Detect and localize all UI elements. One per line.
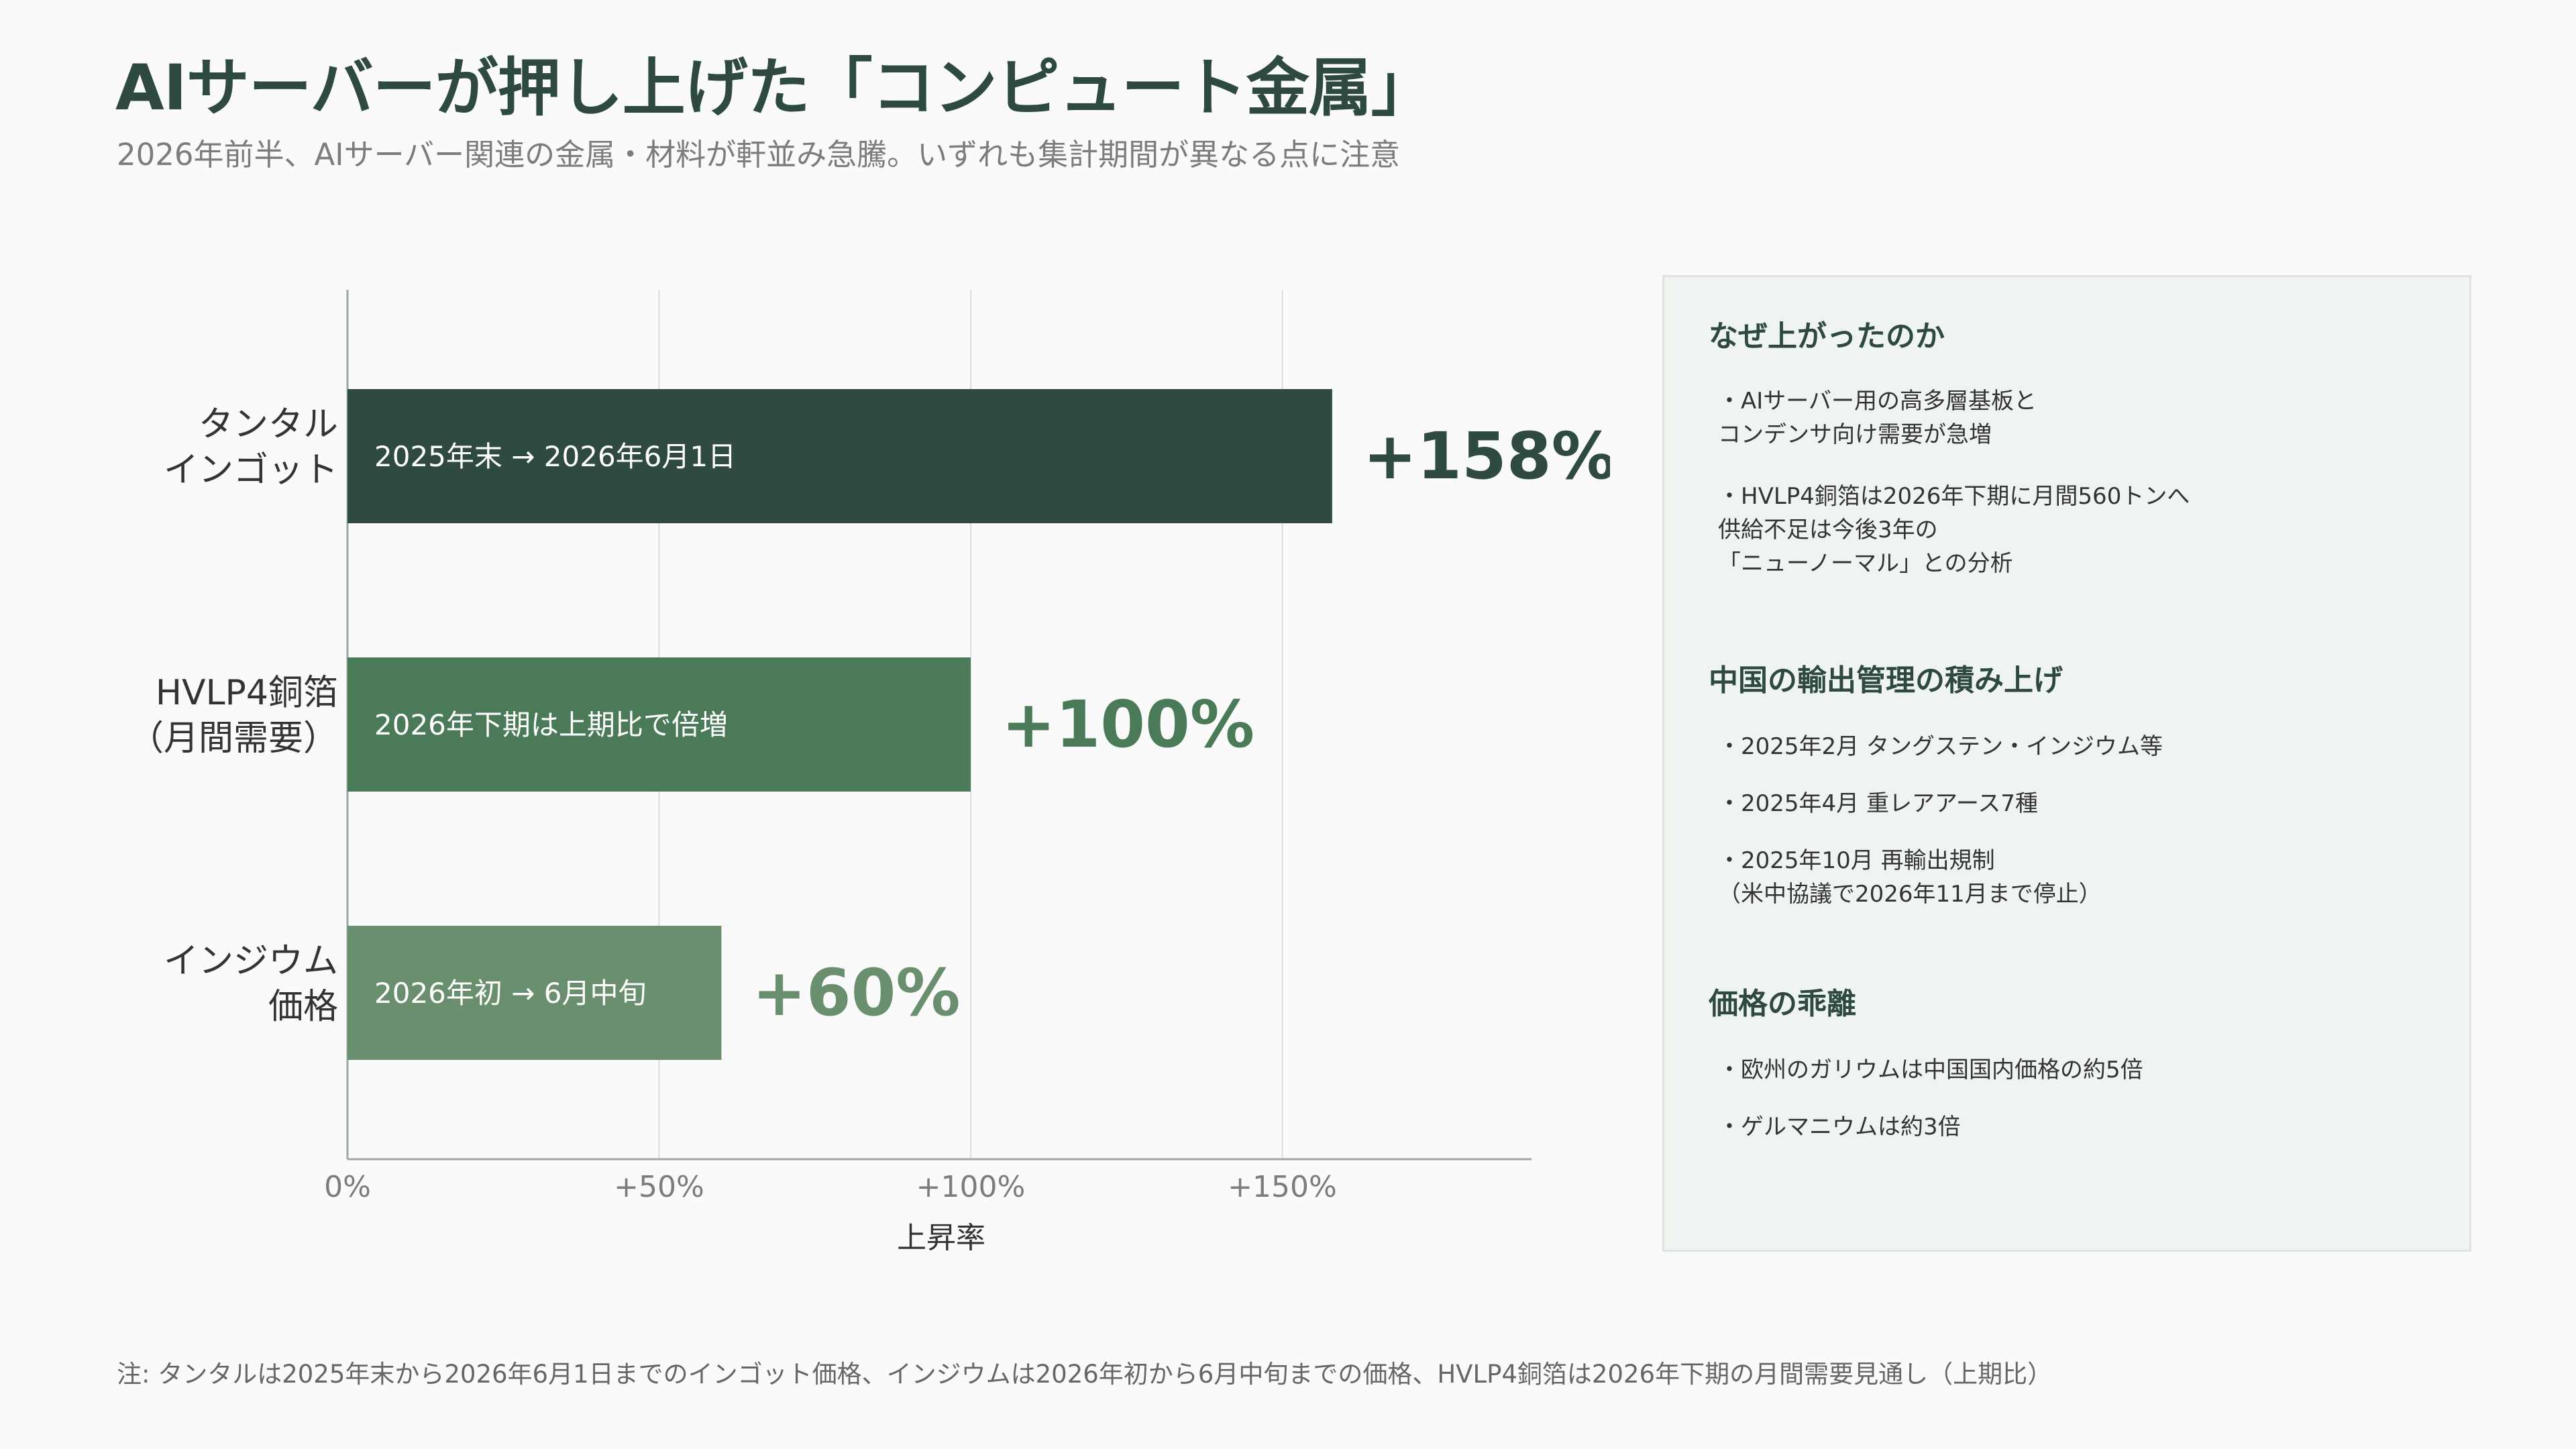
panel-bullet-why-2: ・HVLP4銅箔は2026年下期に月間560トンへ 供給不足は今後3年の 「ニュ… — [1718, 483, 2190, 577]
bar — [347, 926, 722, 1060]
x-tick-label: +100% — [916, 1170, 1026, 1204]
panel-bullet-price-1: ・欧州のガリウムは中国国内価格の約5倍 — [1718, 1057, 2143, 1083]
x-tick-label: +50% — [614, 1170, 704, 1204]
bar-inner-label: 2025年末 → 2026年6月1日 — [374, 440, 736, 473]
category-label: インジウム価格 — [164, 941, 338, 1027]
panel-heading-price: 価格の乖離 — [1709, 987, 1856, 1021]
x-tick-label: +150% — [1228, 1170, 1337, 1204]
bar-inner-label: 2026年初 → 6月中旬 — [374, 977, 647, 1010]
panel-bullet-export-1: ・2025年2月 タングステン・インジウム等 — [1718, 733, 2163, 760]
panel-bullet-export-2: ・2025年4月 重レアアース7種 — [1718, 790, 2038, 817]
x-axis-label: 上昇率 — [897, 1221, 985, 1255]
bar-value-label: +100% — [1002, 687, 1254, 762]
category-label: HVLP4銅箔（月間需要） — [129, 673, 338, 759]
panel-heading-why: なぜ上がったのか — [1709, 319, 1945, 354]
bar — [347, 657, 971, 792]
side-panel: なぜ上がったのか ・AIサーバー用の高多層基板と コンデンサ向け需要が急増 ・H… — [1662, 275, 2471, 1252]
page-title: AIサーバーが押し上げた「コンピュート金属」 — [115, 52, 1434, 125]
bar-value-label: +158% — [1363, 419, 1610, 494]
x-tick-label: 0% — [324, 1170, 371, 1204]
bar — [347, 389, 1332, 523]
panel-bullet-why-1: ・AIサーバー用の高多層基板と コンデンサ向け需要が急増 — [1718, 388, 2037, 448]
footnote: 注: タンタルは2025年末から2026年6月1日までのインゴット価格、インジウ… — [117, 1360, 2053, 1389]
category-label: タンタルインゴット — [164, 405, 338, 490]
page-subtitle: 2026年前半、AIサーバー関連の金属・材料が軒並み急騰。いずれも集計期間が異な… — [117, 137, 1401, 172]
bar-value-label: +60% — [752, 955, 960, 1030]
panel-bullet-price-2: ・ゲルマニウムは約3倍 — [1718, 1114, 1961, 1140]
bar-chart: 0% +50% +100% +150% 上昇率 2025年末 → 2026年6月1日 +15… — [129, 290, 1610, 1255]
bar-inner-label: 2026年下期は上期比で倍増 — [374, 708, 728, 741]
panel-bullet-export-3: ・2025年10月 再輸出規制 （米中協議で2026年11月まで停止） — [1718, 847, 2102, 908]
panel-heading-export: 中国の輸出管理の積み上げ — [1709, 663, 2063, 698]
